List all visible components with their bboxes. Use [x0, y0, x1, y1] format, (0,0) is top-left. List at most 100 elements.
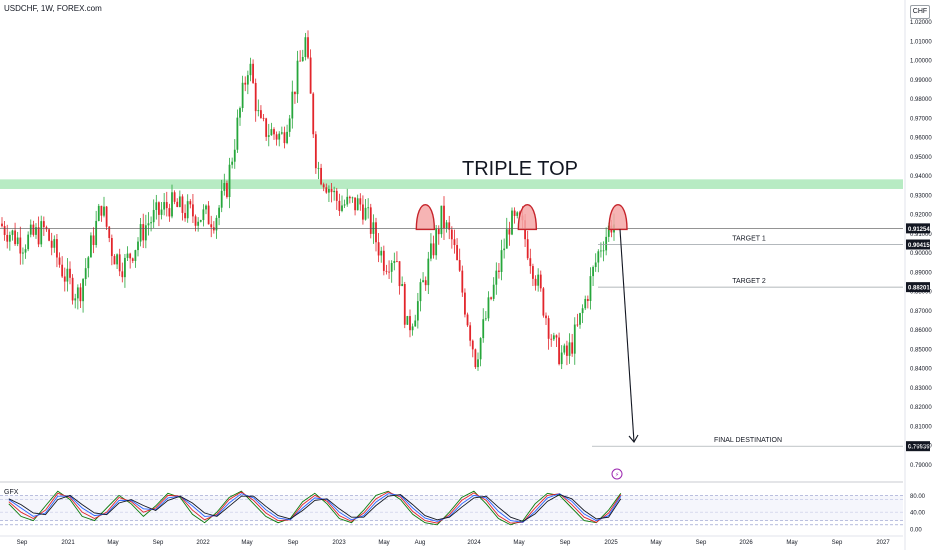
- candle-down: [294, 91, 296, 95]
- oscillator-series-line: [8, 494, 622, 522]
- candle-up: [27, 234, 30, 250]
- candle-up: [503, 248, 506, 251]
- candle-down: [545, 315, 547, 319]
- target-price-label: 0.79939: [908, 445, 930, 451]
- candle-down: [325, 187, 328, 193]
- price-tick-label: 0.85000: [910, 347, 932, 353]
- price-tick-label: 0.89000: [910, 270, 932, 276]
- candle-down: [265, 118, 268, 137]
- candle-down: [555, 335, 558, 338]
- candle-up: [511, 210, 513, 235]
- candle-up: [390, 262, 393, 272]
- candle-up: [422, 280, 424, 283]
- time-tick-label: May: [786, 540, 797, 546]
- candle-down: [466, 314, 469, 326]
- candle-down: [273, 129, 275, 135]
- candle-down: [3, 226, 6, 235]
- candle-up: [333, 190, 336, 193]
- event-icon[interactable]: [611, 468, 623, 480]
- candle-down: [338, 200, 341, 211]
- candle-down: [322, 184, 325, 188]
- candle-down: [312, 93, 315, 135]
- candle-down: [534, 278, 537, 286]
- candle-up: [152, 209, 155, 223]
- candle-down: [526, 239, 529, 259]
- candle-up: [301, 56, 304, 62]
- candles-layer: [1, 30, 615, 371]
- price-tick-label: 1.01000: [910, 39, 932, 45]
- price-axis[interactable]: 1.01000 1.00000 0.99000 0.98000 0.97000 0.960…: [904, 0, 932, 550]
- candle-up: [29, 224, 32, 235]
- candle-down: [469, 325, 472, 341]
- candle-up: [124, 257, 126, 278]
- candle-down: [176, 201, 179, 207]
- time-tick-label: 2021: [61, 540, 75, 546]
- candle-up: [414, 320, 417, 327]
- price-tick-label: 0.80000: [910, 444, 932, 450]
- candle-up: [487, 297, 490, 319]
- candle-down: [69, 268, 71, 278]
- price-tick-label: 0.99000: [910, 78, 932, 84]
- price-tick-label: 0.81000: [910, 424, 932, 430]
- candle-down: [456, 245, 458, 261]
- target-arrow-head: [628, 434, 639, 443]
- candle-up: [607, 225, 610, 237]
- candle-down: [362, 204, 364, 220]
- time-tick-label: Sep: [153, 540, 164, 546]
- candle-down: [56, 239, 58, 258]
- candle-down: [189, 201, 192, 205]
- candle-up: [139, 224, 142, 242]
- oscillator-series-line: [8, 491, 622, 524]
- candle-up: [304, 37, 307, 57]
- price-tick-label: 0.98000: [910, 97, 932, 103]
- price-tick-label: 0.84000: [910, 367, 932, 373]
- candle-down: [61, 264, 64, 277]
- candle-up: [76, 287, 79, 299]
- current-price-tag: [906, 223, 930, 234]
- candle-down: [118, 254, 121, 272]
- candle-down: [471, 340, 474, 350]
- candle-down: [158, 202, 160, 215]
- candle-up: [505, 229, 508, 249]
- time-axis[interactable]: Sep 2021 May Sep 2022 May Sep 2023 May Aug 2024 May…: [0, 535, 903, 546]
- candle-down: [566, 345, 568, 356]
- time-tick-label: 2025: [604, 540, 618, 546]
- candle-up: [270, 129, 273, 136]
- candle-up: [602, 250, 605, 252]
- time-tick-label: May: [650, 540, 661, 546]
- candle-up: [155, 202, 158, 210]
- candle-down: [58, 257, 61, 265]
- candle-down: [6, 234, 9, 242]
- candle-up: [584, 298, 587, 309]
- candle-up: [246, 75, 249, 85]
- candle-up: [341, 205, 343, 211]
- candle-up: [406, 316, 409, 325]
- resistance-zone: [0, 179, 903, 189]
- price-tick-label: 0.92000: [910, 213, 932, 219]
- candle-up: [492, 284, 495, 299]
- candle-up: [573, 324, 576, 354]
- candle-up: [343, 204, 346, 206]
- candle-up: [199, 220, 202, 222]
- candle-down: [474, 349, 477, 368]
- candle-down: [244, 82, 247, 85]
- candle-up: [205, 205, 207, 210]
- candle-down: [165, 202, 168, 209]
- candle-up: [482, 319, 485, 339]
- candle-down: [571, 342, 574, 354]
- price-tick-label: 1.00000: [910, 59, 932, 65]
- candle-up: [236, 117, 239, 150]
- candle-down: [320, 167, 322, 185]
- price-tick-label: 0.97000: [910, 116, 932, 122]
- candle-up: [178, 196, 181, 207]
- candle-up: [223, 183, 226, 191]
- candle-down: [307, 37, 309, 58]
- currency-badge[interactable]: CHF: [910, 5, 930, 19]
- candle-up: [592, 267, 594, 277]
- candle-down: [210, 224, 213, 228]
- candle-up: [278, 133, 281, 140]
- oscillator-tick-label: 0.00: [910, 528, 922, 534]
- candle-up: [351, 197, 354, 199]
- candle-down: [498, 270, 500, 272]
- candle-up: [346, 196, 349, 205]
